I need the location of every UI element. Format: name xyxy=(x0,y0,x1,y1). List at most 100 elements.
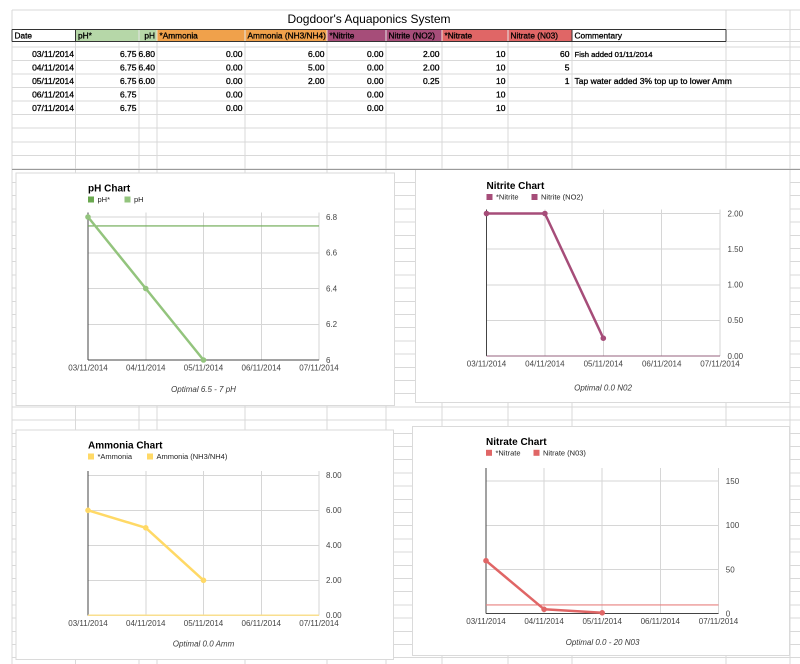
svg-text:07/11/2014: 07/11/2014 xyxy=(299,364,339,373)
svg-text:Nitrate (N03): Nitrate (N03) xyxy=(543,448,586,457)
svg-text:6.00: 6.00 xyxy=(326,506,342,515)
svg-text:06/11/2014: 06/11/2014 xyxy=(242,364,282,373)
svg-text:05/11/2014: 05/11/2014 xyxy=(32,76,74,86)
svg-text:07/11/2014: 07/11/2014 xyxy=(32,103,74,113)
svg-text:Tap water added 3% top up to l: Tap water added 3% top up to lower Amm xyxy=(575,76,732,86)
svg-text:07/11/2014: 07/11/2014 xyxy=(700,360,740,369)
svg-text:Nitrite Chart: Nitrite Chart xyxy=(487,181,545,192)
svg-text:1.00: 1.00 xyxy=(728,281,744,290)
svg-text:Dogdoor's Aquaponics System: Dogdoor's Aquaponics System xyxy=(287,12,450,26)
svg-text:*Ammonia: *Ammonia xyxy=(160,30,199,40)
svg-text:60: 60 xyxy=(560,49,570,59)
svg-text:05/11/2014: 05/11/2014 xyxy=(584,360,624,369)
svg-text:*Nitrate: *Nitrate xyxy=(496,448,521,457)
svg-text:pH: pH xyxy=(144,30,155,40)
svg-text:0.50: 0.50 xyxy=(728,316,744,325)
svg-text:6: 6 xyxy=(326,356,331,365)
svg-text:6.75: 6.75 xyxy=(120,76,137,86)
svg-text:6.6: 6.6 xyxy=(326,249,338,258)
svg-text:50: 50 xyxy=(726,565,735,574)
svg-text:03/11/2014: 03/11/2014 xyxy=(68,364,108,373)
svg-text:6.40: 6.40 xyxy=(138,63,155,73)
svg-text:06/11/2014: 06/11/2014 xyxy=(32,90,74,100)
svg-text:0.00: 0.00 xyxy=(728,352,744,361)
svg-text:05/11/2014: 05/11/2014 xyxy=(184,364,224,373)
svg-text:6.4: 6.4 xyxy=(326,284,338,293)
svg-text:Date: Date xyxy=(15,30,33,40)
svg-text:03/11/2014: 03/11/2014 xyxy=(466,617,506,626)
svg-text:*Nitrate: *Nitrate xyxy=(445,30,473,40)
svg-text:2.00: 2.00 xyxy=(728,209,744,218)
svg-text:07/11/2014: 07/11/2014 xyxy=(299,619,339,628)
svg-text:6.8: 6.8 xyxy=(326,213,338,222)
svg-text:03/11/2014: 03/11/2014 xyxy=(68,619,108,628)
svg-text:2.00: 2.00 xyxy=(326,576,342,585)
svg-text:0: 0 xyxy=(726,610,731,619)
svg-text:06/11/2014: 06/11/2014 xyxy=(242,619,282,628)
svg-text:6.00: 6.00 xyxy=(308,49,325,59)
svg-text:04/11/2014: 04/11/2014 xyxy=(126,619,166,628)
svg-text:6.75: 6.75 xyxy=(120,90,137,100)
svg-text:4.00: 4.00 xyxy=(326,541,342,550)
svg-text:10: 10 xyxy=(496,103,506,113)
svg-text:Ammonia (NH3/NH4): Ammonia (NH3/NH4) xyxy=(157,452,228,461)
svg-text:10: 10 xyxy=(496,63,506,73)
svg-text:0.00: 0.00 xyxy=(226,76,243,86)
svg-text:0.00: 0.00 xyxy=(367,103,384,113)
svg-text:03/11/2014: 03/11/2014 xyxy=(467,360,507,369)
svg-text:Commentary: Commentary xyxy=(575,30,623,40)
svg-text:04/11/2014: 04/11/2014 xyxy=(32,63,74,73)
svg-text:*Ammonia: *Ammonia xyxy=(98,452,133,461)
svg-text:03/11/2014: 03/11/2014 xyxy=(32,49,74,59)
svg-text:5: 5 xyxy=(565,63,570,73)
svg-text:0.00: 0.00 xyxy=(226,49,243,59)
svg-text:Optimal 0.0 N02: Optimal 0.0 N02 xyxy=(574,384,632,393)
svg-text:0.00: 0.00 xyxy=(367,49,384,59)
svg-text:Nitrite (NO2): Nitrite (NO2) xyxy=(541,193,584,202)
svg-text:0.00: 0.00 xyxy=(226,103,243,113)
svg-text:0.00: 0.00 xyxy=(367,90,384,100)
svg-text:0.00: 0.00 xyxy=(326,611,342,620)
svg-text:2.00: 2.00 xyxy=(423,49,440,59)
svg-text:Fish added 01/11/2014: Fish added 01/11/2014 xyxy=(575,50,654,59)
svg-text:pH: pH xyxy=(134,195,144,204)
svg-text:Ammonia Chart: Ammonia Chart xyxy=(88,441,163,452)
svg-text:pH*: pH* xyxy=(98,195,111,204)
svg-text:05/11/2014: 05/11/2014 xyxy=(184,619,224,628)
svg-text:Nitrate Chart: Nitrate Chart xyxy=(486,437,547,448)
svg-text:0.00: 0.00 xyxy=(367,63,384,73)
svg-text:10: 10 xyxy=(496,49,506,59)
svg-text:06/11/2014: 06/11/2014 xyxy=(641,617,681,626)
svg-text:6.80: 6.80 xyxy=(138,49,155,59)
svg-text:0.25: 0.25 xyxy=(423,76,440,86)
svg-text:2.00: 2.00 xyxy=(308,76,325,86)
svg-text:6.75: 6.75 xyxy=(120,103,137,113)
svg-text:100: 100 xyxy=(726,521,740,530)
svg-text:07/11/2014: 07/11/2014 xyxy=(699,617,739,626)
svg-text:Ammonia (NH3/NH4): Ammonia (NH3/NH4) xyxy=(248,30,327,40)
svg-text:0.00: 0.00 xyxy=(226,63,243,73)
svg-text:Optimal 0.0 - 20 N03: Optimal 0.0 - 20 N03 xyxy=(566,638,640,647)
svg-text:6.75: 6.75 xyxy=(120,63,137,73)
svg-text:6.75: 6.75 xyxy=(120,49,137,59)
svg-text:8.00: 8.00 xyxy=(326,471,342,480)
svg-text:04/11/2014: 04/11/2014 xyxy=(525,360,565,369)
svg-text:04/11/2014: 04/11/2014 xyxy=(524,617,564,626)
svg-text:Optimal 0.0 Amm: Optimal 0.0 Amm xyxy=(173,640,235,649)
svg-text:04/11/2014: 04/11/2014 xyxy=(126,364,166,373)
svg-text:2.00: 2.00 xyxy=(423,63,440,73)
svg-text:*Nitrite: *Nitrite xyxy=(330,30,355,40)
svg-text:pH*: pH* xyxy=(78,30,93,40)
svg-text:*Nitrite: *Nitrite xyxy=(496,193,519,202)
svg-text:pH Chart: pH Chart xyxy=(88,184,131,195)
svg-text:0.00: 0.00 xyxy=(367,76,384,86)
svg-text:Optimal 6.5 - 7 pH: Optimal 6.5 - 7 pH xyxy=(171,385,236,394)
svg-text:06/11/2014: 06/11/2014 xyxy=(642,360,682,369)
svg-text:1.50: 1.50 xyxy=(728,245,744,254)
svg-text:0.00: 0.00 xyxy=(226,90,243,100)
svg-text:6.00: 6.00 xyxy=(138,76,155,86)
svg-text:Nitrite (NO2): Nitrite (NO2) xyxy=(389,30,436,40)
svg-text:1: 1 xyxy=(565,76,570,86)
svg-text:6.2: 6.2 xyxy=(326,320,338,329)
svg-text:Nitrate (N03): Nitrate (N03) xyxy=(511,30,559,40)
